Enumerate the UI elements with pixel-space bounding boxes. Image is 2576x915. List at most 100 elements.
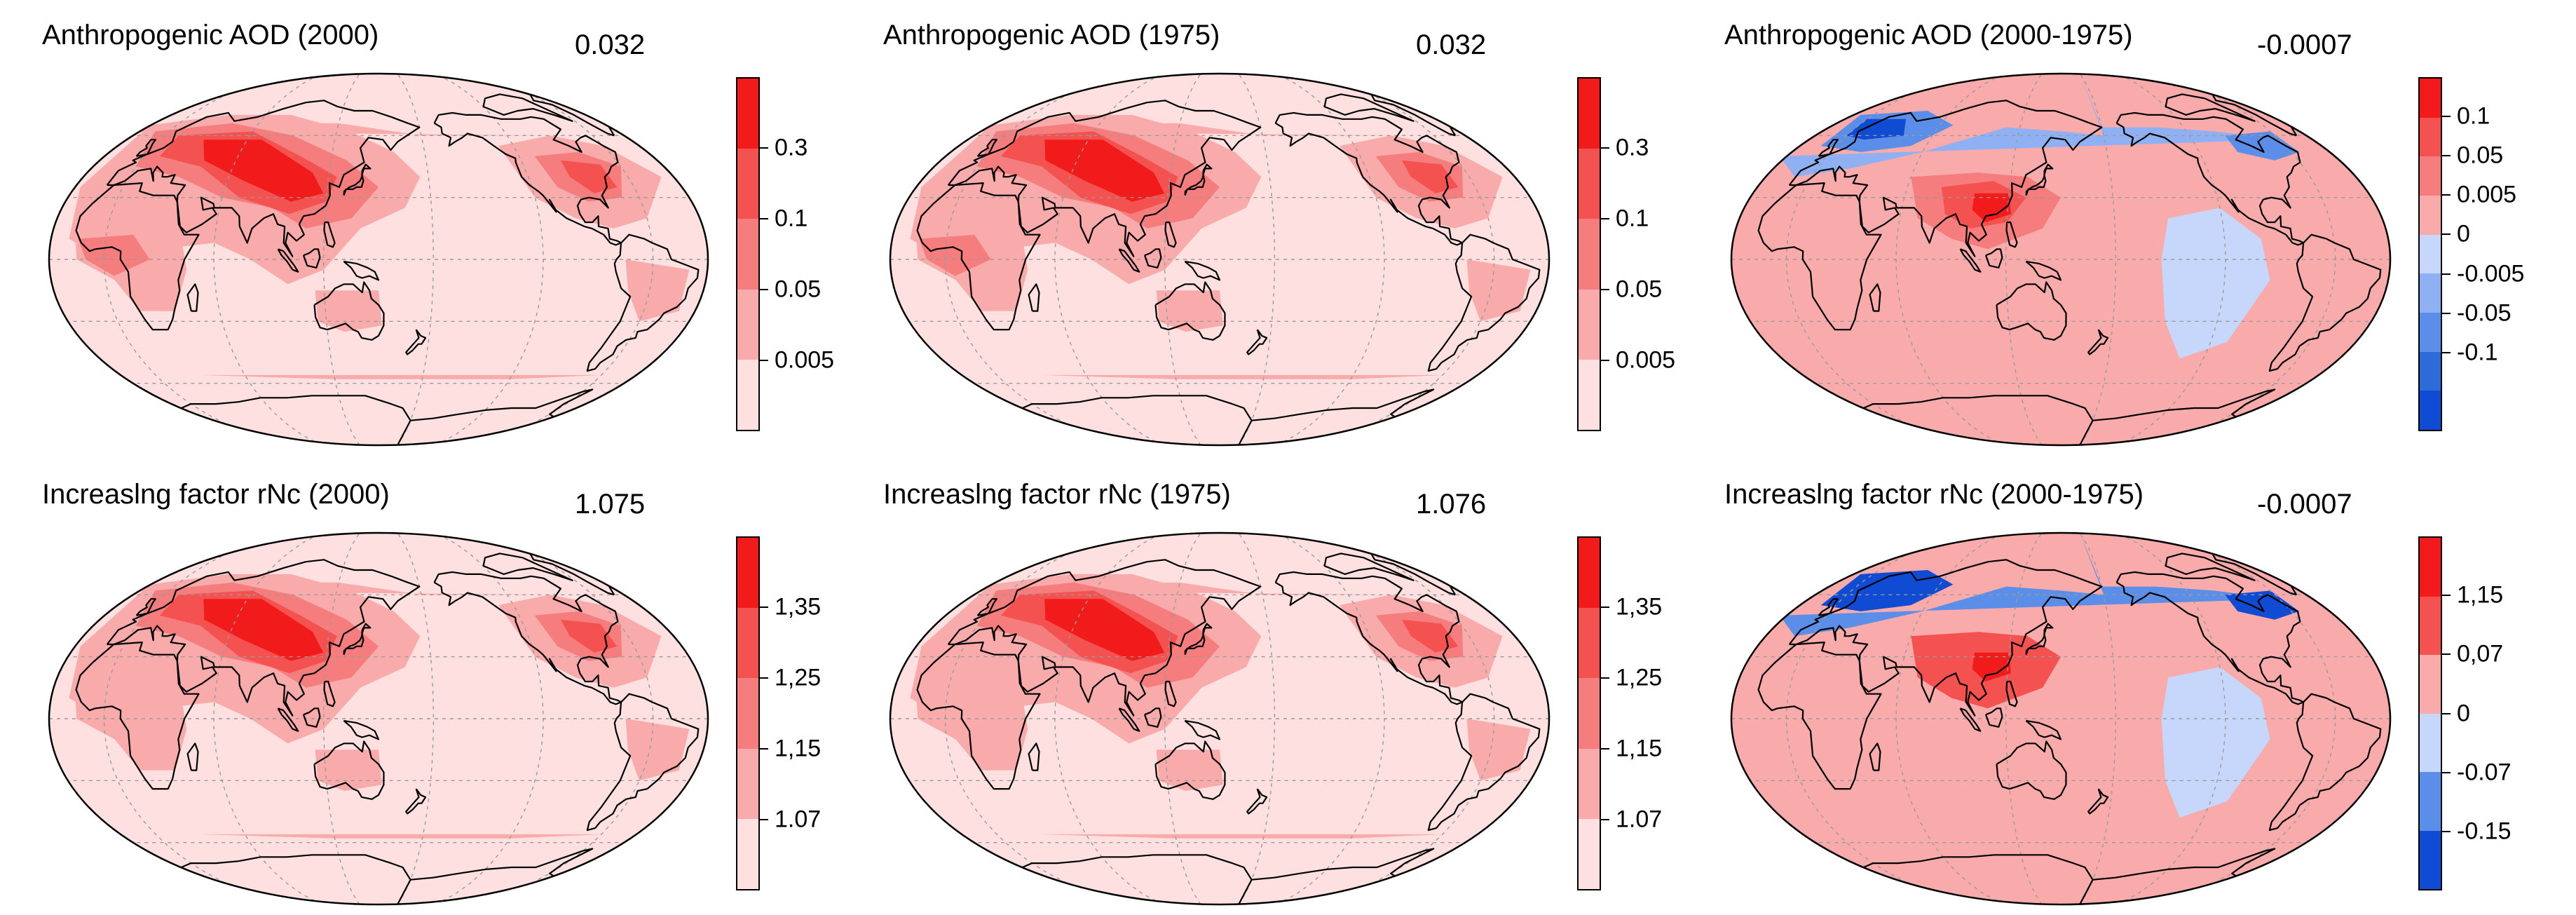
- coast-arctic-islands: [482, 553, 573, 581]
- field-contour: [625, 719, 690, 781]
- coast-new-guinea: [1184, 719, 1221, 740]
- coast-antarctica: [176, 854, 411, 904]
- map-field: [1731, 533, 2390, 904]
- panel-title: Anthropogenic AOD (2000-1975): [1724, 20, 2133, 50]
- coast-asia-europe: [1788, 100, 2103, 257]
- graticule-meridian: [213, 74, 322, 445]
- coast-south-america: [1427, 233, 1541, 372]
- colorbar-segment: [737, 219, 758, 291]
- coast-japan: [343, 163, 372, 196]
- coast-new-guinea: [1184, 260, 1221, 281]
- map-frame: [1730, 72, 2392, 447]
- field-background: [1731, 533, 2390, 904]
- map-field: [49, 74, 708, 445]
- coast-uk: [976, 139, 997, 157]
- colorbar-label: 0.1: [775, 205, 808, 232]
- coast-south-america: [1427, 693, 1541, 832]
- coast-antarctica: [2092, 388, 2276, 421]
- coast-arctic-islands: [1323, 553, 1415, 581]
- colorbar-segment: [2420, 79, 2441, 119]
- coast-australia: [1154, 281, 1226, 341]
- world-map: [1730, 72, 2392, 447]
- panel-title: Increaslng factor rNc (2000): [42, 479, 390, 510]
- panel-rnc-2000: Increaslng factor rNc (2000) 1.075 1,35 1…: [0, 459, 841, 915]
- colorbar-segment: [737, 818, 758, 889]
- panel-rnc-1975: Increaslng factor rNc (1975) 1.076 1,35 1…: [841, 459, 1682, 915]
- colorbar-tick: [760, 606, 768, 608]
- coast-new-zealand: [405, 788, 427, 815]
- field-contour: [315, 750, 382, 792]
- colorbar-tick: [760, 748, 768, 750]
- colorbar-segment: [2420, 391, 2441, 430]
- coast-asia-europe: [1788, 559, 2103, 717]
- coastlines: [75, 546, 700, 904]
- panel-rnc-diff: Increaslng factor rNc (2000-1975) -0.000…: [1682, 459, 2523, 915]
- colorbar-label: 1.07: [1616, 806, 1663, 833]
- colorbar-segment: [737, 748, 758, 820]
- coast-madagascar: [1028, 283, 1040, 312]
- coast-south-america: [2268, 233, 2382, 372]
- graticule: [890, 533, 1549, 904]
- colorbar-label: 1,25: [775, 664, 822, 691]
- colorbar-tick: [760, 677, 768, 679]
- colorbar-segment: [2420, 596, 2441, 656]
- coast-philippines: [1164, 680, 1177, 707]
- field-contour: [203, 140, 324, 202]
- colorbar-tick: [760, 147, 768, 149]
- colorbar-label: 0.005: [775, 346, 835, 374]
- panel-title: Anthropogenic AOD (2000): [42, 20, 379, 50]
- coast-antarctica: [1858, 395, 2094, 445]
- coast-japan: [1184, 163, 1213, 196]
- coast-borneo: [302, 248, 321, 269]
- coast-new-zealand: [405, 329, 427, 355]
- colorbar-tick: [2442, 771, 2451, 773]
- field-contour: [915, 667, 1028, 771]
- coast-new-zealand: [2087, 329, 2109, 355]
- coast-australia: [1996, 740, 2067, 800]
- colorbar-segment: [2420, 351, 2441, 392]
- colorbar-segment: [1579, 818, 1600, 889]
- colorbar-segment: [2420, 156, 2441, 197]
- coast-north-america: [2115, 571, 2305, 705]
- colorbar-tick: [2442, 194, 2451, 196]
- field-contour: [561, 160, 618, 194]
- coast-new-zealand: [2087, 788, 2109, 815]
- colorbar-segment: [737, 79, 758, 150]
- coast-antarctica: [1858, 854, 2094, 904]
- field-contour: [315, 290, 382, 332]
- map-frame: [48, 72, 709, 447]
- map-field: [1731, 74, 2390, 445]
- colorbar-scale: [2418, 77, 2442, 431]
- coast-uk: [135, 598, 156, 616]
- colorbar-label: 0.3: [1616, 134, 1649, 161]
- colorbar-label: 0.005: [2457, 181, 2517, 208]
- field-contour: [561, 619, 618, 653]
- panel-global-mean: 1.075: [575, 489, 646, 520]
- coast-japan: [2025, 163, 2054, 196]
- coast-borneo: [1143, 248, 1162, 269]
- graticule-meridian: [435, 74, 544, 445]
- coast-antarctica: [1251, 848, 1435, 881]
- colorbar-tick: [2442, 712, 2451, 714]
- colorbar-segment: [2420, 830, 2441, 889]
- coast-borneo: [1984, 707, 2003, 728]
- graticule: [49, 74, 708, 445]
- coast-sumatra: [277, 248, 299, 273]
- graticule-meridian: [1785, 533, 1966, 904]
- panel-aod-1975: Anthropogenic AOD (1975) 0.032 0.3 0.1 0.0…: [841, 0, 1682, 456]
- coast-arctic-islands: [1323, 93, 1415, 122]
- coast-africa: [75, 642, 200, 790]
- field-contour: [1779, 74, 2279, 177]
- coast-borneo: [302, 707, 321, 728]
- map-frame: [889, 72, 1551, 447]
- coast-north-america: [433, 111, 622, 246]
- colorbar-tick: [1601, 677, 1609, 679]
- colorbar-tick: [1601, 218, 1609, 219]
- coastlines: [916, 546, 1541, 904]
- coast-new-guinea: [343, 260, 380, 281]
- coast-south-america: [586, 233, 700, 372]
- colorbar-label: 0,07: [2457, 640, 2504, 667]
- coast-new-guinea: [343, 719, 380, 740]
- colorbar-tick: [2442, 116, 2451, 118]
- field-contour: [74, 667, 187, 771]
